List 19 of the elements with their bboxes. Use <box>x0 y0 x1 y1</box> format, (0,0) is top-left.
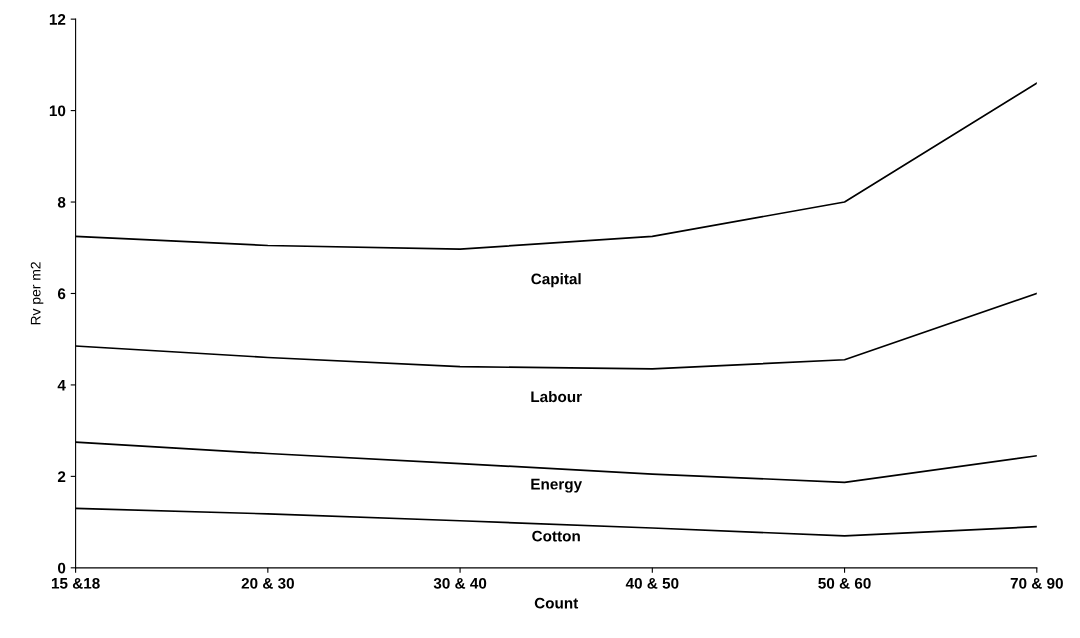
series-label: Cotton <box>532 530 580 542</box>
x-tick-label: 40 & 50 <box>625 577 679 589</box>
y-tick-label: 10 <box>49 105 66 117</box>
x-axis-title: Count <box>534 597 579 609</box>
x-tick-label: 15 &18 <box>51 577 100 589</box>
y-tick-label: 0 <box>57 562 66 574</box>
y-tick-label: 8 <box>57 196 66 208</box>
series-label: Labour <box>531 390 582 403</box>
x-tick-label: 20 & 30 <box>241 577 294 589</box>
y-axis-title: Rv per m2 <box>30 262 44 325</box>
y-tick-label: 6 <box>57 288 66 300</box>
y-tick-label: 4 <box>57 379 66 391</box>
y-tick-label: 12 <box>49 14 66 25</box>
x-tick-label: 70 & 90 <box>1010 577 1063 589</box>
y-tick-label: 2 <box>57 471 66 482</box>
series-label: Energy <box>531 478 583 493</box>
x-tick-label: 30 & 40 <box>433 577 487 589</box>
x-tick-label: 50 & 60 <box>818 577 871 589</box>
series-label: Capital <box>531 273 581 288</box>
